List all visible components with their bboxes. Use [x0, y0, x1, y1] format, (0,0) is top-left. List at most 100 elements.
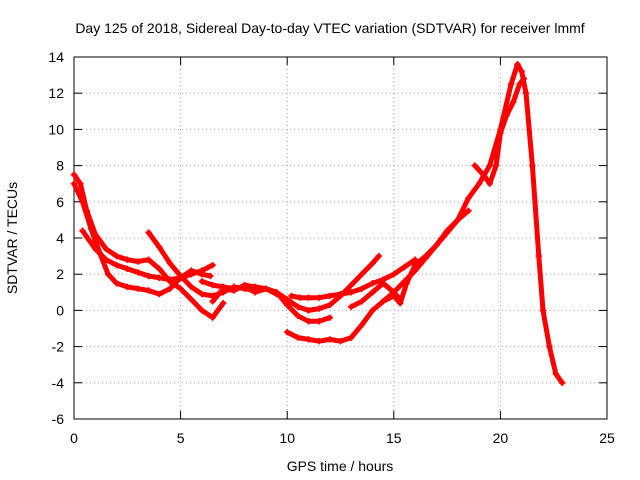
y-tick-label: 12: [48, 85, 64, 101]
data-point: [188, 283, 195, 291]
x-axis-title: GPS time / hours: [287, 458, 394, 474]
data-point: [315, 294, 323, 301]
data-point: [529, 162, 536, 169]
data-point: [92, 245, 99, 253]
data-point: [273, 289, 280, 296]
data-point: [145, 272, 152, 280]
data-point: [134, 258, 142, 265]
data-point: [509, 99, 517, 106]
data-point: [379, 298, 387, 305]
data-point: [188, 271, 195, 278]
data-point: [486, 162, 493, 169]
data-point: [369, 307, 376, 314]
data-point: [198, 290, 206, 298]
data-point: [156, 274, 163, 282]
data-point: [198, 278, 206, 285]
data-point: [358, 271, 366, 278]
data-point: [403, 280, 410, 287]
data-point: [347, 303, 355, 310]
series-trace: [348, 280, 403, 310]
data-point: [422, 252, 429, 260]
data-point: [507, 80, 515, 88]
data-point: [124, 256, 131, 263]
data-point: [375, 252, 383, 260]
data-point: [518, 68, 525, 75]
data-point: [347, 281, 355, 289]
data-point: [156, 290, 163, 298]
data-point: [102, 245, 110, 253]
data-point: [230, 287, 238, 294]
data-point: [156, 265, 163, 272]
data-point: [79, 198, 86, 205]
data-point: [522, 90, 530, 97]
series-satellite-arc-10: [471, 75, 528, 187]
x-tick-label: 5: [177, 430, 185, 446]
y-tick-label: 4: [56, 230, 64, 246]
data-point: [546, 343, 553, 350]
data-point: [284, 296, 291, 303]
x-tick-label: 20: [493, 430, 509, 446]
data-point: [520, 75, 528, 82]
data-point: [124, 283, 131, 291]
data-point: [166, 276, 174, 283]
data-point: [124, 265, 131, 272]
data-point: [305, 336, 312, 343]
data-point: [305, 318, 312, 325]
data-point: [503, 111, 510, 119]
data-point: [113, 280, 120, 287]
data-point: [102, 256, 110, 263]
series-satellite-arc-8: [288, 256, 419, 301]
data-point: [305, 294, 312, 301]
data-point: [465, 207, 472, 215]
data-point: [70, 180, 78, 187]
data-point: [369, 260, 376, 267]
data-point: [396, 296, 404, 303]
y-tick-label: -2: [52, 339, 65, 355]
data-point: [443, 229, 451, 236]
data-point: [559, 379, 566, 386]
y-tick-label: 0: [56, 302, 64, 318]
data-point: [70, 171, 78, 178]
data-point: [288, 292, 295, 300]
chart-title: Day 125 of 2018, Sidereal Day-to-day VTE…: [75, 20, 584, 36]
series-satellite-arc-6: [209, 252, 383, 314]
data-point: [156, 243, 163, 251]
x-tick-label: 15: [386, 430, 402, 446]
data-point: [454, 216, 461, 224]
data-point: [369, 280, 376, 287]
y-tick-label: 14: [48, 49, 64, 65]
data-point: [198, 307, 206, 314]
data-point: [209, 281, 216, 289]
data-point: [315, 337, 323, 345]
data-point: [134, 269, 142, 276]
data-point: [79, 227, 86, 234]
x-tick-label: 10: [279, 430, 295, 446]
data-point: [177, 272, 184, 280]
data-point: [539, 307, 547, 314]
data-point: [113, 252, 120, 260]
data-point: [390, 289, 397, 296]
data-point: [337, 290, 344, 298]
data-point: [294, 334, 302, 341]
x-tick-label: 25: [599, 430, 615, 446]
data-point: [166, 260, 174, 267]
data-point: [535, 252, 542, 260]
data-point: [492, 162, 500, 169]
data-point: [198, 267, 206, 274]
data-point: [241, 281, 248, 289]
data-point: [411, 261, 419, 269]
data-point: [358, 321, 366, 329]
data-point: [516, 80, 523, 88]
data-point: [284, 328, 291, 336]
data-point: [326, 301, 334, 309]
data-point: [104, 271, 112, 278]
data-point: [514, 61, 521, 68]
data-point: [315, 305, 323, 312]
data-point: [145, 256, 152, 263]
data-point: [552, 370, 560, 377]
data-point: [294, 303, 302, 310]
data-point: [113, 261, 120, 269]
data-point: [347, 334, 355, 341]
